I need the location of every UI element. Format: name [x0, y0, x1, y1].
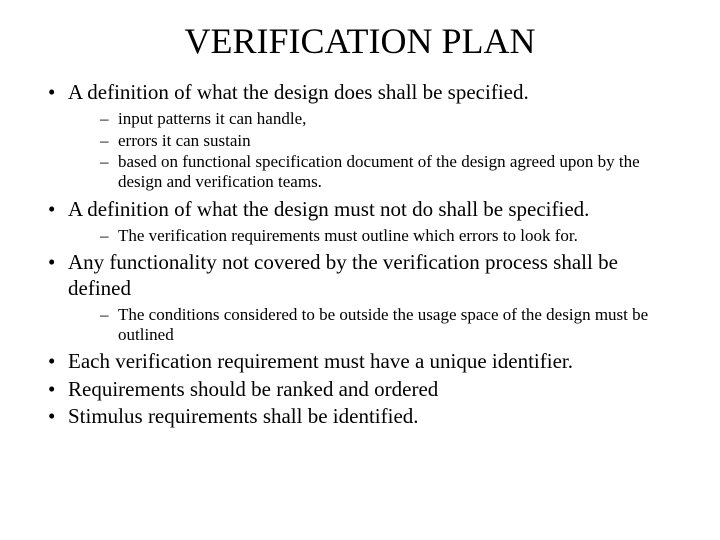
- sub-bullet-item: The conditions considered to be outside …: [68, 305, 680, 346]
- bullet-item: Any functionality not covered by the ver…: [40, 250, 680, 345]
- sub-bullet-item: errors it can sustain: [68, 131, 680, 151]
- sub-bullet-item: based on functional specification docume…: [68, 152, 680, 193]
- bullet-item: Requirements should be ranked and ordere…: [40, 377, 680, 402]
- bullet-item: Each verification requirement must have …: [40, 349, 680, 374]
- sub-bullet-item: The verification requirements must outli…: [68, 226, 680, 246]
- bullet-text: Requirements should be ranked and ordere…: [68, 377, 438, 401]
- main-bullet-list: A definition of what the design does sha…: [40, 80, 680, 429]
- bullet-text: A definition of what the design does sha…: [68, 80, 529, 104]
- sub-bullet-item: input patterns it can handle,: [68, 109, 680, 129]
- bullet-text: Any functionality not covered by the ver…: [68, 250, 618, 299]
- sub-bullet-list: The conditions considered to be outside …: [68, 305, 680, 346]
- sub-bullet-list: The verification requirements must outli…: [68, 226, 680, 246]
- bullet-item: A definition of what the design does sha…: [40, 80, 680, 193]
- sub-bullet-list: input patterns it can handle, errors it …: [68, 109, 680, 193]
- bullet-item: Stimulus requirements shall be identifie…: [40, 404, 680, 429]
- bullet-item: A definition of what the design must not…: [40, 197, 680, 247]
- bullet-text: A definition of what the design must not…: [68, 197, 589, 221]
- slide-title: VERIFICATION PLAN: [40, 20, 680, 62]
- bullet-text: Stimulus requirements shall be identifie…: [68, 404, 419, 428]
- bullet-text: Each verification requirement must have …: [68, 349, 573, 373]
